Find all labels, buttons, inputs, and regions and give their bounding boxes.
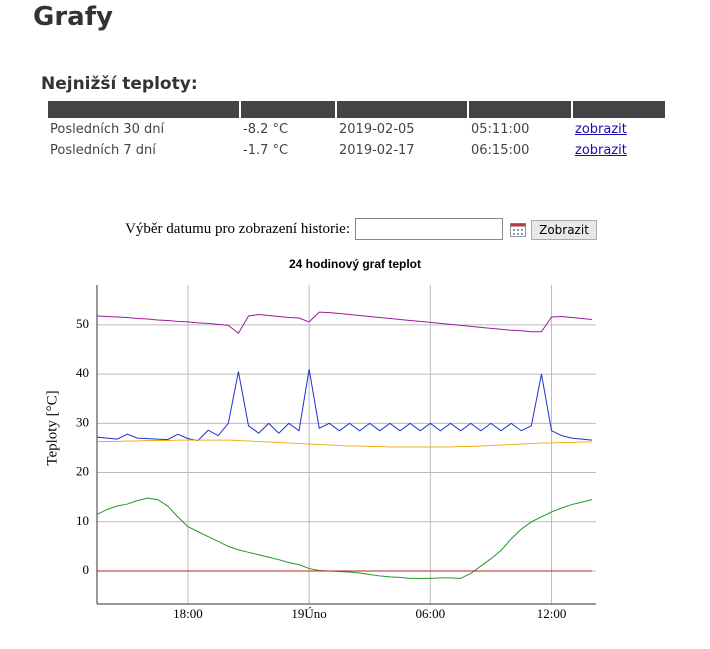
show-link[interactable]: zobrazit bbox=[575, 122, 627, 137]
x-tick-label: 18:00 bbox=[173, 606, 203, 621]
y-tick-label: 40 bbox=[76, 365, 89, 380]
date: 2019-02-05 bbox=[339, 122, 415, 137]
chart-title: 24 hodinový graf teplot bbox=[289, 257, 421, 271]
series-line bbox=[96, 497, 593, 579]
series-line bbox=[96, 369, 593, 442]
header-cell bbox=[573, 101, 665, 118]
date-input[interactable] bbox=[355, 218, 503, 240]
table-header bbox=[48, 101, 665, 118]
header-cell bbox=[337, 101, 467, 118]
show-button[interactable]: Zobrazit bbox=[531, 220, 597, 240]
series-line bbox=[96, 311, 593, 334]
link-cell: zobrazit bbox=[573, 120, 665, 139]
time: 06:15:00 bbox=[471, 143, 530, 158]
table-row: Posledních 30 dní -8.2 °C 2019-02-05 05:… bbox=[48, 120, 665, 139]
history-form: Výběr datumu pro zobrazení historie: Zob… bbox=[0, 218, 710, 242]
show-link[interactable]: zobrazit bbox=[575, 143, 627, 158]
date: 2019-02-17 bbox=[339, 143, 415, 158]
period: Posledních 7 dní bbox=[50, 143, 156, 158]
y-axis-label: Teploty [°C] bbox=[44, 390, 60, 465]
x-tick-label: 12:00 bbox=[537, 606, 567, 621]
y-tick-label: 10 bbox=[76, 513, 89, 528]
page-title: Grafy bbox=[33, 2, 113, 32]
header-cell bbox=[241, 101, 335, 118]
y-tick-label: 50 bbox=[76, 316, 89, 331]
time: 05:11:00 bbox=[471, 122, 530, 137]
x-tick-label: 06:00 bbox=[416, 606, 446, 621]
y-tick-label: 0 bbox=[83, 562, 90, 577]
header-cell bbox=[48, 101, 239, 118]
temperature: -1.7 °C bbox=[243, 143, 289, 158]
link-cell: zobrazit bbox=[573, 141, 665, 160]
table-row: Posledních 7 dní -1.7 °C 2019-02-17 06:1… bbox=[48, 141, 665, 160]
x-tick-label: 19Úno bbox=[291, 606, 326, 621]
y-tick-label: 30 bbox=[76, 414, 89, 429]
series-line bbox=[97, 439, 592, 448]
min-temp-table: Posledních 30 dní -8.2 °C 2019-02-05 05:… bbox=[46, 99, 667, 162]
temperature: -8.2 °C bbox=[243, 122, 289, 137]
calendar-icon[interactable] bbox=[510, 223, 526, 237]
date-label: Výběr datumu pro zobrazení historie: bbox=[125, 221, 350, 237]
period: Posledních 30 dní bbox=[50, 122, 165, 137]
section-title: Nejnižší teploty: bbox=[41, 74, 198, 94]
y-tick-label: 20 bbox=[76, 464, 89, 479]
header-cell bbox=[469, 101, 571, 118]
chart: 24 hodinový graf teplot Teploty [°C] 0 10… bbox=[44, 257, 596, 621]
